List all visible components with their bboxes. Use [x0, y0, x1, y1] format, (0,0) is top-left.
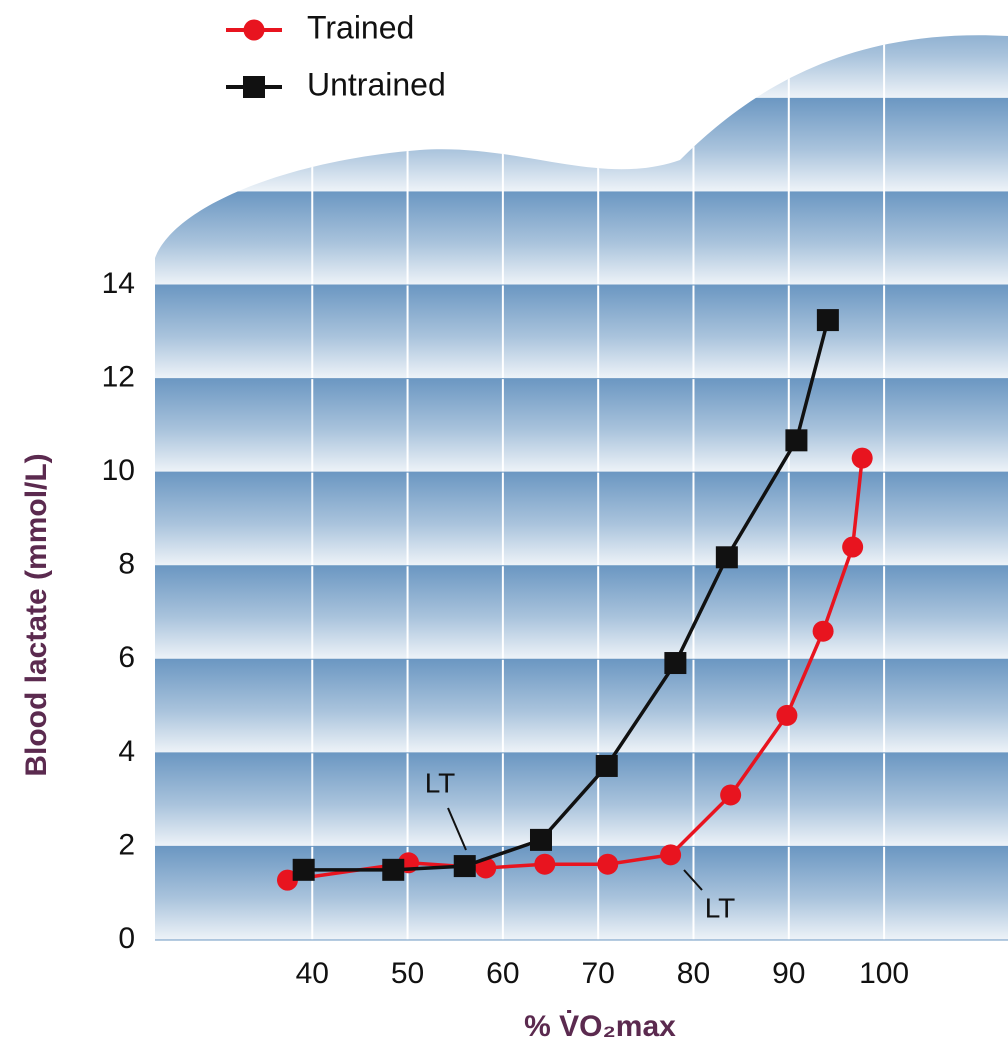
y-tick-label: 6 — [118, 641, 135, 674]
band — [155, 472, 1008, 566]
band — [155, 659, 1008, 753]
marker — [785, 429, 808, 452]
band — [155, 565, 1008, 660]
x-axis-label: % V̇O₂max — [524, 1010, 676, 1043]
marker — [660, 844, 682, 866]
band — [155, 285, 1008, 379]
band — [155, 35, 1008, 98]
marker — [842, 536, 864, 558]
marker — [664, 652, 687, 675]
y-tick-label: 12 — [102, 360, 135, 393]
marker — [597, 853, 619, 875]
y-tick-label: 0 — [118, 922, 135, 955]
y-axis-label: Blood lactate (mmol/L) — [20, 453, 53, 776]
marker — [529, 828, 552, 851]
marks — [276, 309, 873, 891]
marker — [776, 704, 798, 726]
marker — [534, 853, 556, 875]
annotation-pointer — [683, 869, 703, 891]
y-tick-label: 14 — [102, 267, 135, 300]
band — [155, 0, 1008, 4]
band — [155, 752, 1008, 847]
x-tick-label: 50 — [391, 957, 424, 990]
x-tick-label: 100 — [859, 957, 909, 990]
marker — [382, 858, 405, 881]
marker — [851, 447, 873, 469]
band — [155, 846, 1008, 940]
marker — [292, 858, 315, 881]
x-tick-label: 70 — [581, 957, 614, 990]
plot-background — [155, 0, 1008, 940]
grid — [155, 284, 1008, 941]
marker — [816, 309, 839, 332]
y-tick-label: 8 — [118, 548, 135, 581]
marker — [243, 76, 265, 98]
marker — [243, 19, 265, 41]
y-tick-label: 10 — [102, 454, 135, 487]
band — [155, 97, 1008, 192]
annotation-pointer — [447, 807, 467, 851]
marker — [595, 754, 618, 777]
x-tick-label: 80 — [677, 957, 710, 990]
legend-label: Untrained — [307, 66, 446, 102]
x-tick-label: 40 — [296, 957, 329, 990]
marker — [475, 857, 497, 879]
annotation: LT — [425, 767, 456, 798]
y-tick-label: 4 — [118, 735, 135, 768]
band — [155, 191, 1008, 285]
band — [155, 378, 1008, 473]
marker — [812, 620, 834, 642]
marker — [720, 784, 742, 806]
marker — [453, 855, 476, 878]
annotation: LT — [705, 892, 736, 923]
legend-label: Trained — [307, 9, 414, 45]
x-tick-label: 60 — [486, 957, 519, 990]
y-tick-label: 2 — [118, 828, 135, 861]
marker — [715, 546, 738, 569]
x-tick-label: 90 — [772, 957, 805, 990]
